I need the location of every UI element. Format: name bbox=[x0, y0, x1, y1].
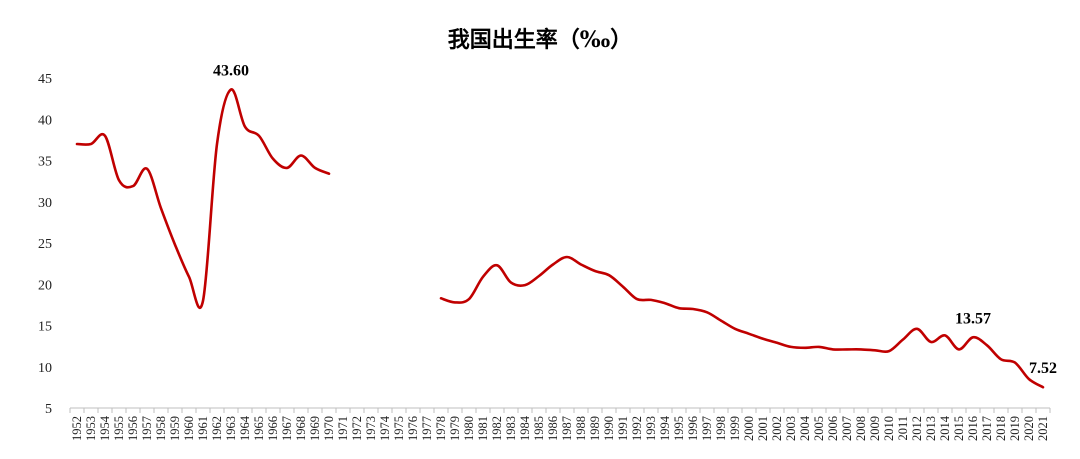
y-tick-label: 25 bbox=[38, 237, 52, 252]
x-tick-label: 2019 bbox=[1008, 416, 1022, 441]
x-tick-label: 1952 bbox=[70, 416, 84, 441]
x-tick-label: 1978 bbox=[434, 416, 448, 441]
x-tick-label: 1989 bbox=[588, 416, 602, 441]
x-tick-label: 2005 bbox=[812, 416, 826, 441]
x-tick-label: 2013 bbox=[924, 416, 938, 441]
x-tick-label: 1973 bbox=[364, 416, 378, 441]
x-axis: 1952 1953 1954 1955 1956 1957 1958 1959 1960 1961… bbox=[69, 407, 1051, 441]
data-label: 43.60 bbox=[213, 63, 249, 80]
x-tick-label: 1998 bbox=[714, 416, 728, 441]
x-tick-label: 1991 bbox=[616, 416, 630, 441]
x-tick-label: 2003 bbox=[784, 416, 798, 441]
x-tick-label: 1979 bbox=[448, 416, 462, 441]
x-tick-label: 1960 bbox=[182, 416, 196, 441]
x-tick-label: 1975 bbox=[392, 416, 406, 441]
x-tick-label: 1974 bbox=[378, 415, 392, 441]
y-tick-label: 5 bbox=[45, 402, 52, 417]
x-tick-label: 1984 bbox=[518, 415, 532, 441]
x-tick-label: 1958 bbox=[154, 416, 168, 441]
x-tick-label: 2016 bbox=[966, 416, 980, 441]
y-tick-label: 10 bbox=[38, 361, 52, 376]
x-tick-label: 1981 bbox=[476, 416, 490, 441]
x-tick-label: 1995 bbox=[672, 416, 686, 441]
x-tick-label: 1963 bbox=[224, 416, 238, 441]
x-tick-label: 2001 bbox=[756, 416, 770, 441]
x-tick-label: 1977 bbox=[420, 416, 434, 441]
x-tick-label: 2021 bbox=[1036, 416, 1050, 441]
x-tick-label: 2007 bbox=[840, 416, 854, 441]
x-tick-label: 1964 bbox=[238, 415, 252, 441]
x-tick-label: 1961 bbox=[196, 416, 210, 441]
y-tick-label: 20 bbox=[38, 278, 52, 293]
x-tick-label: 1992 bbox=[630, 416, 644, 441]
x-tick-label: 1955 bbox=[112, 416, 126, 441]
x-tick-label: 2000 bbox=[742, 416, 756, 441]
y-tick-label: 30 bbox=[38, 196, 52, 211]
x-tick-label: 1976 bbox=[406, 416, 420, 441]
x-tick-label: 2011 bbox=[896, 416, 910, 441]
x-tick-label: 1982 bbox=[490, 416, 504, 441]
x-tick-label: 1983 bbox=[504, 416, 518, 441]
x-tick-label: 2010 bbox=[882, 416, 896, 441]
x-tick-label: 1986 bbox=[546, 416, 560, 441]
y-axis: 5 10 15 20 25 30 35 40 45 bbox=[38, 72, 52, 417]
y-tick-label: 40 bbox=[38, 113, 52, 128]
x-tick-label: 1994 bbox=[658, 415, 672, 441]
x-tick-label: 1993 bbox=[644, 416, 658, 441]
chart-title: 我国出生率（‰） bbox=[448, 27, 632, 53]
x-tick-label: 2012 bbox=[910, 416, 924, 441]
x-tick-label: 1953 bbox=[84, 416, 98, 441]
x-tick-label: 1988 bbox=[574, 416, 588, 441]
x-tick-label: 1966 bbox=[266, 416, 280, 441]
x-tick-label: 1972 bbox=[350, 416, 364, 441]
x-tick-label: 1987 bbox=[560, 416, 574, 441]
series-line-segment bbox=[439, 255, 1045, 389]
y-tick-label: 15 bbox=[38, 320, 52, 335]
x-tick-label: 1971 bbox=[336, 416, 350, 441]
data-label-layer: 43.60 13.57 7.52 bbox=[213, 63, 1057, 378]
x-tick-label: 1968 bbox=[294, 416, 308, 441]
x-tick-label: 2008 bbox=[854, 416, 868, 441]
x-tick-label: 2014 bbox=[938, 415, 952, 441]
x-tick-label: 1956 bbox=[126, 416, 140, 441]
x-tick-label: 1999 bbox=[728, 416, 742, 441]
x-tick-label: 1954 bbox=[98, 415, 112, 441]
x-tick-label: 1965 bbox=[252, 416, 266, 441]
x-tick-label: 2002 bbox=[770, 416, 784, 441]
x-tick-label: 2009 bbox=[868, 416, 882, 441]
y-tick-label: 45 bbox=[38, 72, 52, 87]
x-tick-label: 1980 bbox=[462, 416, 476, 441]
x-tick-label: 2015 bbox=[952, 416, 966, 441]
x-tick-label: 2004 bbox=[798, 415, 812, 441]
series-layer bbox=[75, 88, 1045, 389]
series-line-segment bbox=[75, 88, 331, 310]
x-tick-label: 1990 bbox=[602, 416, 616, 441]
x-tick-label: 1957 bbox=[140, 416, 154, 441]
x-tick-label: 1997 bbox=[700, 416, 714, 441]
x-tick-label: 2006 bbox=[826, 416, 840, 441]
x-tick-label: 1969 bbox=[308, 416, 322, 441]
x-tick-label: 1970 bbox=[322, 416, 336, 441]
x-tick-label: 1967 bbox=[280, 416, 294, 441]
data-label: 13.57 bbox=[955, 310, 991, 327]
x-tick-label: 1959 bbox=[168, 416, 182, 441]
y-tick-label: 35 bbox=[38, 155, 52, 170]
x-tick-label: 1996 bbox=[686, 416, 700, 441]
x-tick-label: 2020 bbox=[1022, 416, 1036, 441]
data-label: 7.52 bbox=[1029, 360, 1057, 377]
x-tick-label: 2018 bbox=[994, 416, 1008, 441]
x-tick-label: 1985 bbox=[532, 416, 546, 441]
x-tick-label: 2017 bbox=[980, 416, 994, 441]
x-tick-label: 1962 bbox=[210, 416, 224, 441]
